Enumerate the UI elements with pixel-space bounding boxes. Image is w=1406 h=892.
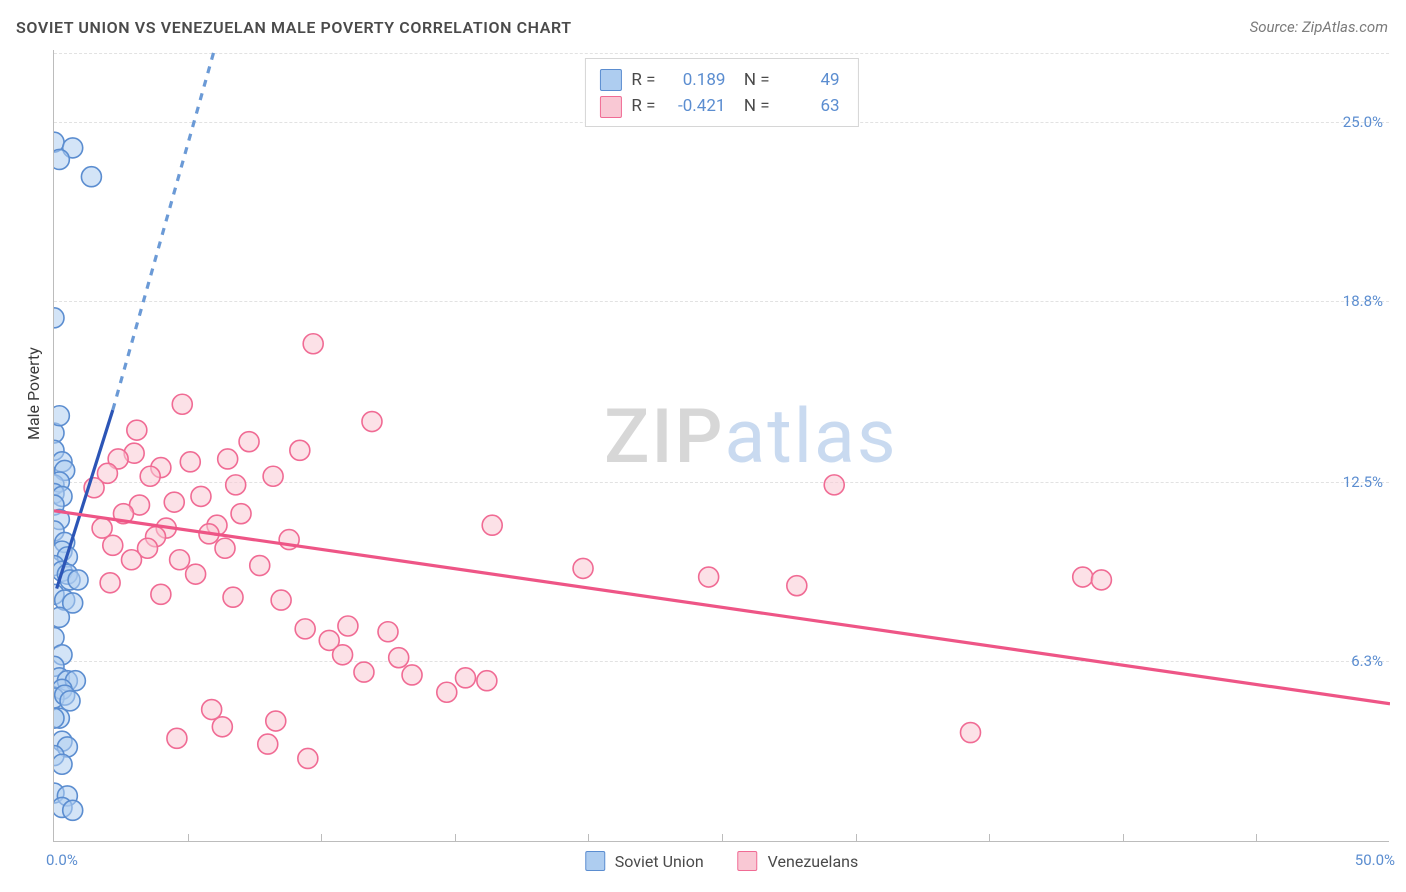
r-value-ven: -0.421 [665, 93, 725, 119]
swatch-soviet [599, 69, 621, 91]
trendline [54, 511, 1390, 704]
plot-area: ZIPatlas R = 0.189 N = 49 R = -0.421 N =… [53, 50, 1389, 842]
correlation-row-soviet: R = 0.189 N = 49 [599, 67, 839, 93]
correlation-legend: R = 0.189 N = 49 R = -0.421 N = 63 [584, 58, 858, 127]
n-value-soviet: 49 [780, 67, 840, 93]
source-attribution: Source: ZipAtlas.com [1250, 18, 1388, 36]
trendline [57, 410, 113, 589]
trendline [113, 50, 215, 410]
legend-item-soviet: Soviet Union [585, 851, 704, 871]
chart-title: SOVIET UNION VS VENEZUELAN MALE POVERTY … [16, 18, 572, 37]
x-axis-max: 50.0% [1355, 851, 1395, 869]
series-legend: Soviet Union Venezuelans [585, 851, 858, 871]
chart-container: SOVIET UNION VS VENEZUELAN MALE POVERTY … [0, 0, 1406, 892]
legend-swatch-ven [738, 851, 758, 871]
swatch-ven [599, 96, 621, 118]
legend-label-soviet: Soviet Union [615, 852, 704, 871]
n-value-ven: 63 [780, 93, 840, 119]
correlation-row-ven: R = -0.421 N = 63 [599, 93, 839, 119]
trendlines-layer [54, 50, 1390, 842]
r-value-soviet: 0.189 [665, 67, 725, 93]
legend-swatch-soviet [585, 851, 605, 871]
n-label: N = [735, 67, 769, 93]
n-label: N = [735, 93, 769, 119]
y-axis-label: Male Poverty [24, 347, 43, 440]
legend-item-ven: Venezuelans [738, 851, 859, 871]
r-label: R = [631, 67, 655, 93]
legend-label-ven: Venezuelans [768, 852, 859, 871]
x-axis-min: 0.0% [46, 851, 78, 869]
r-label: R = [631, 93, 655, 119]
